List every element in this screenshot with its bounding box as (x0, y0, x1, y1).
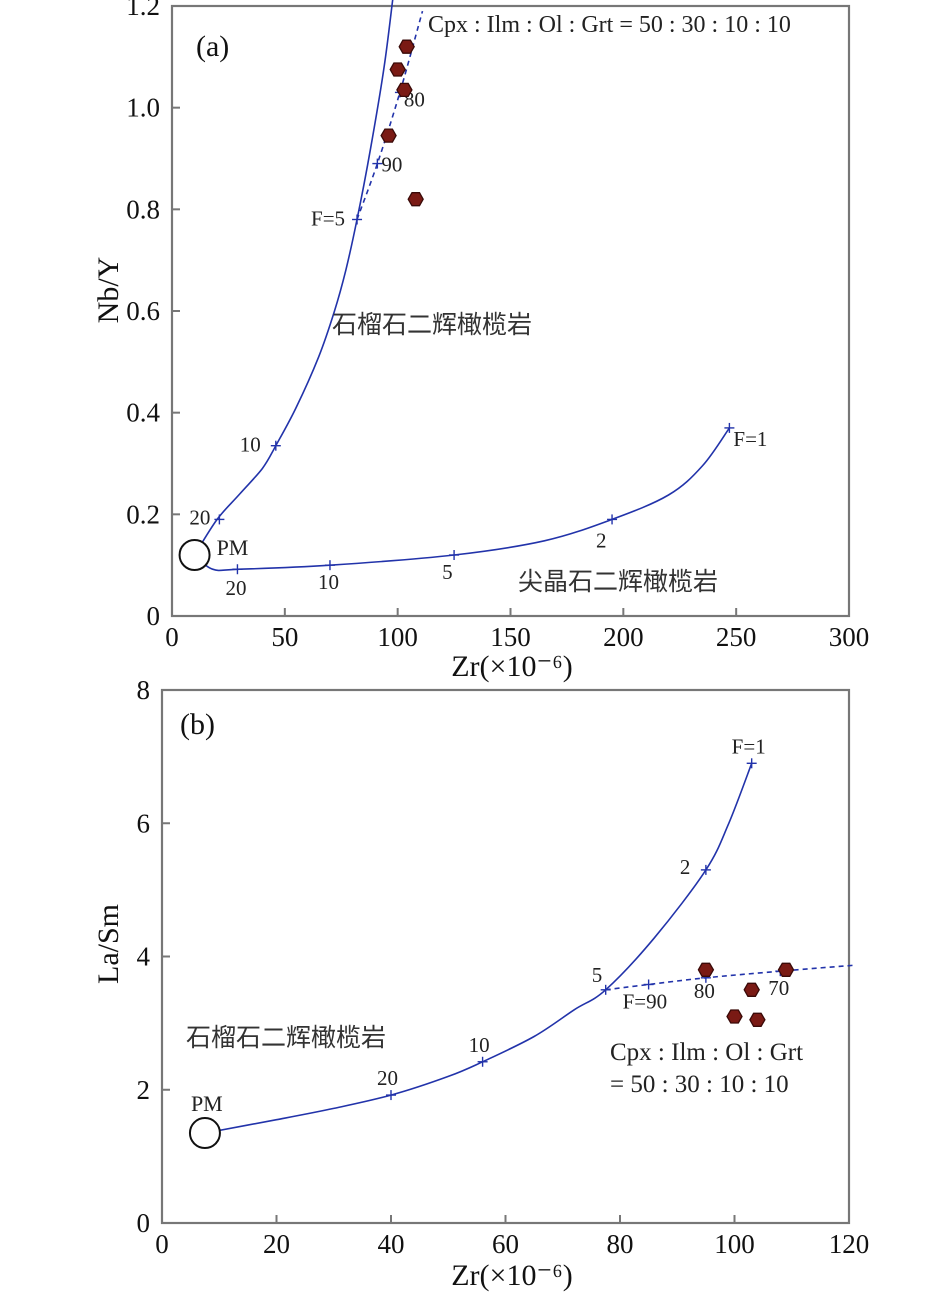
panel-a-x-tick-label: 100 (377, 622, 418, 652)
panel-b: 0 20 40 60 80 100 120 0 2 4 6 8 20 10 5 2 F=1 F=90 80 70 P… (92, 675, 869, 1292)
panel-b-pm-label: PM (191, 1091, 223, 1116)
panel-b-x-tick-label: 120 (829, 1229, 870, 1259)
panel-b-sample-point (777, 962, 795, 977)
panel-a-x-tick-label: 0 (165, 622, 179, 652)
panel-a-x-tick-label: 150 (490, 622, 531, 652)
panel-a-series-line-2 (356, 10, 424, 220)
panel-b-x-tick-label: 80 (607, 1229, 634, 1259)
panel-a-melt-fraction-label: 5 (442, 560, 453, 584)
panel-b-x-tick-label: 100 (714, 1229, 755, 1259)
panel-a-ratio-annotation: Cpx : Ilm : Ol : Grt = 50 : 30 : 10 : 10 (428, 12, 791, 38)
panel-b-pm-circle (188, 1117, 221, 1150)
panel-a-y-tick-label: 0 (147, 601, 161, 631)
panel-a-pm-label: PM (217, 535, 249, 560)
panel-b-plot-frame (160, 688, 851, 1225)
panel-b-y-tick-label: 0 (137, 1208, 151, 1238)
panel-a-x-tick-label: 250 (716, 622, 757, 652)
panel-a-y-tick-label: 1.2 (126, 0, 160, 21)
panel-b-y-axis-label: La/Sm (92, 904, 125, 984)
panel-b-melt-fraction-label: 5 (592, 963, 603, 987)
panel-a-series-line-1 (194, 427, 731, 572)
panel-a-x-tick-label: 200 (603, 622, 644, 652)
panel-a-y-tick-label: 0.6 (126, 296, 160, 326)
panel-a: 0 50 100 150 200 250 300 0 0.2 0.4 0.6 0.8 1.0 1.2 20… (92, 0, 869, 683)
panel-b-sample-point (743, 982, 760, 997)
panel-b-melt-fraction-label: 70 (768, 976, 789, 1000)
panel-a-sample-point (398, 39, 415, 54)
panel-a-y-axis-label: Nb/Y (92, 257, 125, 324)
panel-b-ratio-annotation-line2: = 50 : 30 : 10 : 10 (610, 1071, 789, 1098)
panel-a-x-axis-label: Zr(×10⁻⁶) (451, 650, 573, 683)
panel-b-label: (b) (180, 708, 215, 741)
panel-b-y-tick-label: 2 (137, 1075, 151, 1105)
panel-a-garnet-lherzolite-label: 石榴石二辉橄榄岩 (332, 310, 532, 339)
panel-b-x-axis-label: Zr(×10⁻⁶) (451, 1259, 573, 1292)
panel-a-y-tick-label: 0.4 (126, 398, 160, 428)
panel-b-x-tick-label: 20 (263, 1229, 290, 1259)
panel-b-y-tick-label: 6 (137, 808, 151, 838)
panel-b-y-tick-label: 8 (137, 675, 151, 705)
panel-a-series-line-0 (193, 0, 394, 556)
panel-b-melt-fraction-label: 2 (680, 855, 691, 879)
panel-a-x-tick-label: 300 (829, 622, 870, 652)
panel-a-y-tick-label: 1.0 (126, 93, 160, 123)
panel-a-melt-fraction-label: 90 (381, 153, 402, 177)
panel-b-sample-point (697, 962, 715, 977)
panel-a-melt-fraction-label: 10 (240, 433, 261, 457)
panel-b-x-tick-label: 60 (492, 1229, 519, 1259)
panel-a-sample-point (389, 62, 406, 77)
panel-a-x-tick-label: 50 (271, 622, 298, 652)
panel-b-series-line-1 (605, 964, 855, 991)
panel-a-melt-fraction-label: 20 (189, 505, 210, 529)
panel-a-sample-point (396, 82, 413, 98)
panel-b-x-tick-label: 0 (155, 1229, 169, 1259)
panel-a-melt-fraction-label: 10 (318, 570, 339, 594)
panel-b-melt-fraction-label: 10 (469, 1033, 490, 1057)
panel-a-y-tick-label: 0.8 (126, 194, 160, 224)
panel-a-pm-circle (178, 539, 211, 571)
panel-a-melt-fraction-label: 2 (596, 528, 607, 552)
panel-b-melt-fraction-label: F=1 (732, 734, 766, 758)
panel-a-melt-fraction-label: 20 (225, 576, 246, 600)
panel-a-y-tick-label: 0.2 (126, 499, 160, 529)
panel-b-sample-point (749, 1012, 766, 1027)
panel-b-melt-fraction-label: 80 (694, 979, 715, 1003)
panel-b-y-tick-label: 4 (137, 942, 151, 972)
panel-a-spinel-lherzolite-label: 尖晶石二辉橄榄岩 (518, 567, 718, 596)
panel-a-melt-fraction-label: F=1 (733, 427, 767, 451)
panel-a-label: (a) (196, 30, 229, 63)
panel-b-melt-fraction-label: 20 (377, 1066, 398, 1090)
panel-b-x-tick-label: 40 (378, 1229, 405, 1259)
panel-b-ratio-annotation-line1: Cpx : Ilm : Ol : Grt (610, 1039, 803, 1066)
panel-a-sample-point (380, 128, 397, 143)
panel-b-garnet-lherzolite-label: 石榴石二辉橄榄岩 (186, 1023, 386, 1052)
panel-b-sample-point (726, 1009, 743, 1024)
panel-a-sample-point (407, 192, 424, 207)
panel-a-melt-fraction-label: F=5 (311, 207, 345, 231)
panel-b-melt-fraction-label: F=90 (623, 989, 668, 1013)
